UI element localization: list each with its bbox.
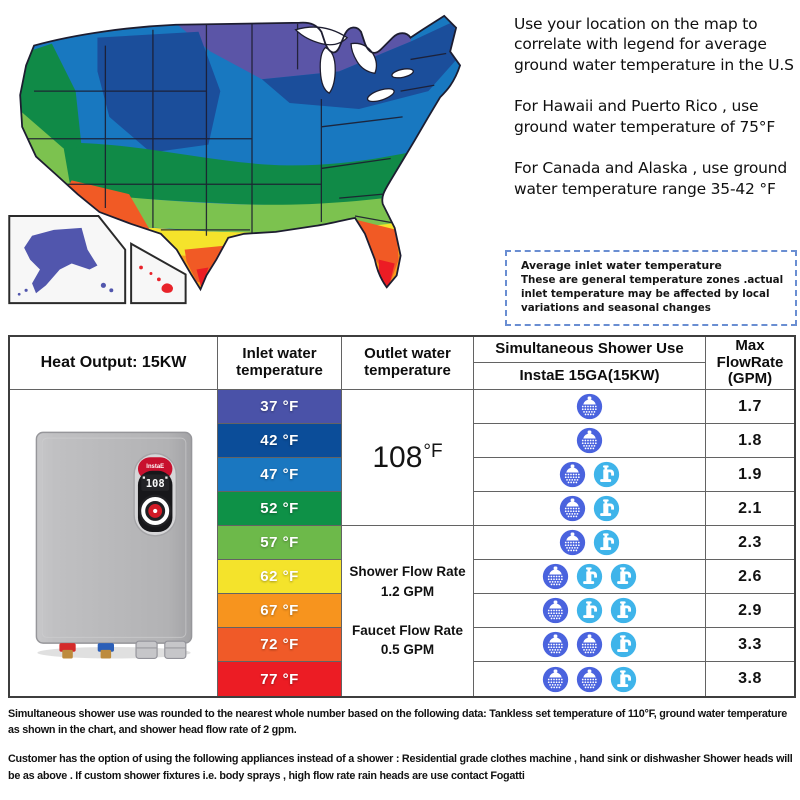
inlet-temp-cell: 37 °F <box>218 390 342 424</box>
shower-icon <box>542 631 569 658</box>
flow-rate-notes-cell: Shower Flow Rate 1.2 GPM Faucet Flow Rat… <box>342 526 474 696</box>
header-model: InstaE 15GA(15KW) <box>474 363 706 390</box>
faucet-icon <box>593 461 620 488</box>
max-flow-cell: 2.6 <box>706 560 794 594</box>
inlet-temperature-callout: Average inlet water temperature These ar… <box>505 250 797 326</box>
inlet-temp-cell: 42 °F <box>218 424 342 458</box>
inlet-temp-cell: 62 °F <box>218 560 342 594</box>
alaska-inset <box>8 214 127 305</box>
us-mainland-outline <box>19 14 462 292</box>
faucet-flow-label: Faucet Flow Rate <box>351 622 464 638</box>
shower-icon <box>576 427 603 454</box>
header-inlet-temp: Inlet water temperature <box>218 337 342 390</box>
max-flow-cell: 2.1 <box>706 492 794 526</box>
shower-icon <box>559 495 586 522</box>
footnotes: Simultaneous shower use was rounded to t… <box>8 706 796 797</box>
callout-body: These are general temperature zones .act… <box>521 274 784 315</box>
inlet-temp-cell: 47 °F <box>218 458 342 492</box>
max-flow-cell: 3.3 <box>706 628 794 662</box>
shower-icon <box>576 666 603 692</box>
device-display-value: 108 <box>145 478 164 490</box>
inlet-temp-cell: 77 °F <box>218 662 342 696</box>
shower-use-cell <box>474 526 706 560</box>
state-borders <box>20 23 447 236</box>
shower-icon <box>559 461 586 488</box>
shower-icon <box>542 666 569 692</box>
outlet-temp-value: 108 <box>372 440 423 474</box>
footnote-rounding: Simultaneous shower use was rounded to t… <box>8 708 788 737</box>
footnote-appliances: Customer has the option of using the fol… <box>8 753 793 782</box>
shower-use-cell <box>474 662 706 696</box>
shower-use-cell <box>474 390 706 424</box>
faucet-icon <box>576 563 603 590</box>
header-max-flow: Max FlowRate (GPM) <box>706 337 794 390</box>
max-flow-cell: 2.3 <box>706 526 794 560</box>
max-flow-cell: 1.7 <box>706 390 794 424</box>
note-hawaii-puerto-rico: For Hawaii and Puerto Rico , use ground … <box>514 97 776 136</box>
max-flow-cell: 1.9 <box>706 458 794 492</box>
max-flow-cell: 1.8 <box>706 424 794 458</box>
us-ground-water-temperature-map <box>8 14 462 305</box>
note-canada-alaska: For Canada and Alaska , use ground water… <box>514 159 788 198</box>
hawaii-inset <box>130 242 187 305</box>
shower-icon <box>576 631 603 658</box>
shower-icon <box>542 597 569 624</box>
max-flow-cell: 2.9 <box>706 594 794 628</box>
shower-use-cell <box>474 628 706 662</box>
device-pipe-fittings <box>58 640 186 660</box>
faucet-icon <box>593 529 620 556</box>
faucet-icon <box>610 666 637 692</box>
inlet-temp-cell: 67 °F <box>218 594 342 628</box>
faucet-icon <box>610 631 637 658</box>
device-control-panel: InstaE 108 <box>132 452 177 537</box>
inlet-temp-cell: 57 °F <box>218 526 342 560</box>
shower-icon <box>576 393 603 420</box>
header-shower-use: Simultaneous Shower Use <box>474 337 706 363</box>
shower-icon <box>559 529 586 556</box>
comparison-table: Heat Output: 15KW Inlet water temperatur… <box>8 335 796 698</box>
faucet-icon <box>610 563 637 590</box>
max-flow-cell: 3.8 <box>706 662 794 696</box>
shower-use-cell <box>474 492 706 526</box>
map-instructions: Use your location on the map to correlat… <box>514 14 800 220</box>
water-heater-image: InstaE 108 <box>35 431 192 660</box>
faucet-icon <box>610 597 637 624</box>
header-outlet-temp: Outlet water temperature <box>342 337 474 390</box>
faucet-flow-value: 0.5 GPM <box>380 642 435 658</box>
faucet-icon <box>593 495 620 522</box>
shower-use-cell <box>474 424 706 458</box>
shower-flow-label: Shower Flow Rate <box>349 564 466 580</box>
shower-flow-value: 1.2 GPM <box>380 583 435 599</box>
inlet-temp-cell: 52 °F <box>218 492 342 526</box>
inlet-temp-cell: 72 °F <box>218 628 342 662</box>
shower-use-cell <box>474 560 706 594</box>
shower-use-cell <box>474 594 706 628</box>
faucet-icon <box>576 597 603 624</box>
product-image-cell: InstaE 108 <box>10 390 218 696</box>
shower-use-cell <box>474 458 706 492</box>
note-location: Use your location on the map to correlat… <box>514 15 794 74</box>
outlet-temp-unit: °F <box>423 440 443 462</box>
outlet-temp-cell: 108 °F <box>342 390 474 526</box>
shower-icon <box>542 563 569 590</box>
header-heat-output: Heat Output: 15KW <box>10 337 218 390</box>
device-brand-label: InstaE <box>146 464 164 470</box>
callout-title: Average inlet water temperature <box>521 259 722 272</box>
